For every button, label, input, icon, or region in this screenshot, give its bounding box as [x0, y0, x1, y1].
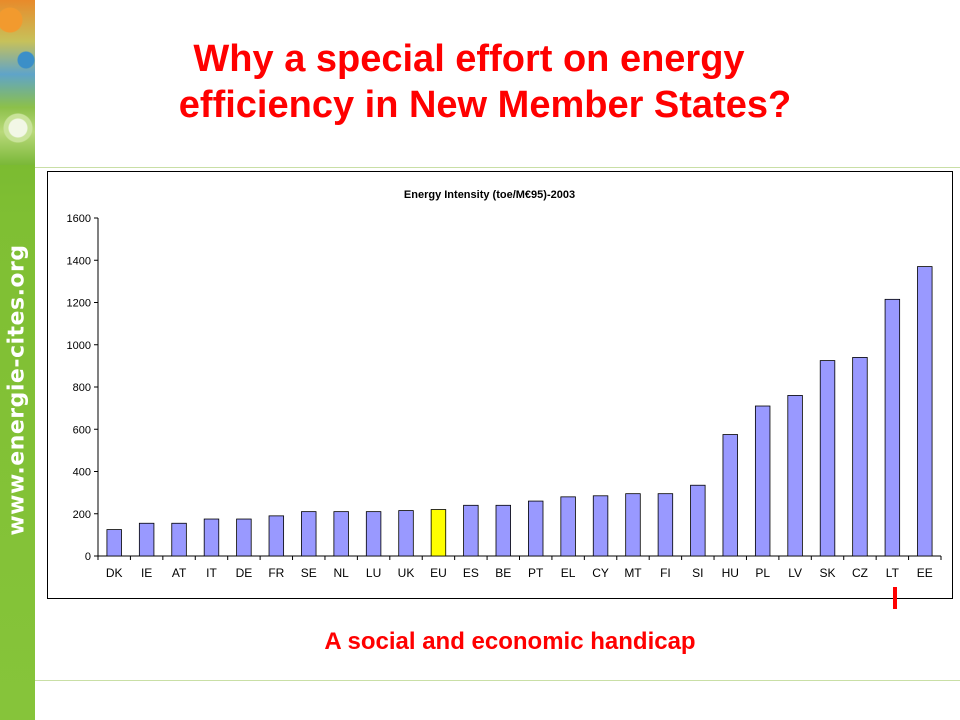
x-tick-label-el: EL — [561, 566, 576, 580]
lt-marker — [893, 587, 897, 609]
x-tick-label-eu: EU — [430, 566, 447, 580]
slide-title-line1: Why a special effort on energy — [193, 38, 745, 80]
sidebar: www.energie-cites.org — [0, 0, 35, 720]
slide-caption: A social and economic handicap — [324, 628, 696, 655]
x-tick-label-lt: LT — [886, 566, 900, 580]
bar-hu — [722, 434, 738, 557]
x-tick-label-it: IT — [206, 566, 217, 580]
bar-uk — [398, 510, 414, 557]
bar-eu — [430, 509, 447, 557]
x-tick-label-be: BE — [495, 566, 511, 580]
bar-se — [301, 511, 317, 557]
x-tick-label-de: DE — [236, 566, 253, 580]
bar-lt — [884, 298, 901, 557]
x-tick-label-cz: CZ — [852, 566, 868, 580]
chart-title: Energy Intensity (toe/M€95)-2003 — [404, 189, 575, 201]
x-tick-label-fi: FI — [660, 566, 671, 580]
bar-de — [236, 518, 252, 557]
y-tick-label: 1200 — [67, 298, 91, 310]
divider-bottom — [35, 680, 960, 681]
bar-nl — [333, 511, 349, 557]
x-tick-label-lu: LU — [366, 566, 381, 580]
bar-si — [690, 484, 706, 557]
x-tick-label-ee: EE — [917, 566, 933, 580]
bar-fi — [657, 493, 674, 557]
y-tick-label: 1000 — [67, 340, 91, 352]
slide-title-line2: efficiency in New Member States? — [178, 84, 792, 126]
x-tick-label-ie: IE — [141, 566, 152, 580]
chart-container: Energy Intensity (toe/M€95)-2003 0 200 400 6… — [47, 171, 953, 599]
bar-ee — [917, 266, 933, 557]
bar-el — [560, 496, 576, 557]
bar-at — [171, 522, 187, 557]
x-tick-label-fr: FR — [268, 566, 284, 580]
x-tick-label-es: ES — [463, 566, 479, 580]
y-tick-label: 400 — [73, 467, 91, 479]
x-tick-label-mt: MT — [624, 566, 642, 580]
divider-top — [35, 167, 960, 168]
x-tick-label-dk: DK — [106, 566, 123, 580]
bar-it — [203, 518, 220, 557]
bar-lv — [787, 395, 803, 557]
x-tick-label-nl: NL — [334, 566, 350, 580]
x-tick-label-lv: LV — [788, 566, 802, 580]
bar-pt — [528, 500, 544, 557]
bar-mt — [625, 493, 641, 557]
y-tick-label: 1600 — [67, 213, 91, 225]
bar-cz — [852, 357, 868, 557]
slide-title: Why a special effort on energy efficienc… — [40, 36, 960, 128]
bar-fr — [268, 515, 285, 557]
bar-be — [495, 504, 511, 557]
y-tick-label: 0 — [85, 551, 91, 563]
bar-lu — [365, 511, 382, 557]
bar-sk — [819, 360, 836, 557]
x-tick-label-cy: CY — [592, 566, 609, 580]
sidebar-url: www.energie-cites.org — [4, 244, 30, 536]
x-tick-label-sk: SK — [820, 566, 836, 580]
x-tick-label-hu: HU — [722, 566, 739, 580]
bar-chart: Energy Intensity (toe/M€95)-2003 0 200 400 6… — [67, 189, 942, 580]
y-tick-label: 800 — [73, 382, 91, 394]
bar-es — [463, 504, 479, 557]
bar-cy — [592, 495, 609, 557]
sidebar-photo — [0, 0, 35, 165]
bar-pl — [754, 405, 771, 557]
x-tick-label-se: SE — [301, 566, 317, 580]
x-tick-label-at: AT — [172, 566, 187, 580]
bar-ie — [138, 522, 155, 557]
x-tick-label-uk: UK — [398, 566, 415, 580]
x-tick-label-pl: PL — [755, 566, 770, 580]
bar-dk — [106, 529, 122, 557]
x-tick-label-pt: PT — [528, 566, 544, 580]
y-tick-label: 600 — [73, 424, 91, 436]
x-tick-label-si: SI — [692, 566, 703, 580]
y-tick-label: 1400 — [67, 255, 91, 267]
y-tick-label: 200 — [73, 509, 91, 521]
